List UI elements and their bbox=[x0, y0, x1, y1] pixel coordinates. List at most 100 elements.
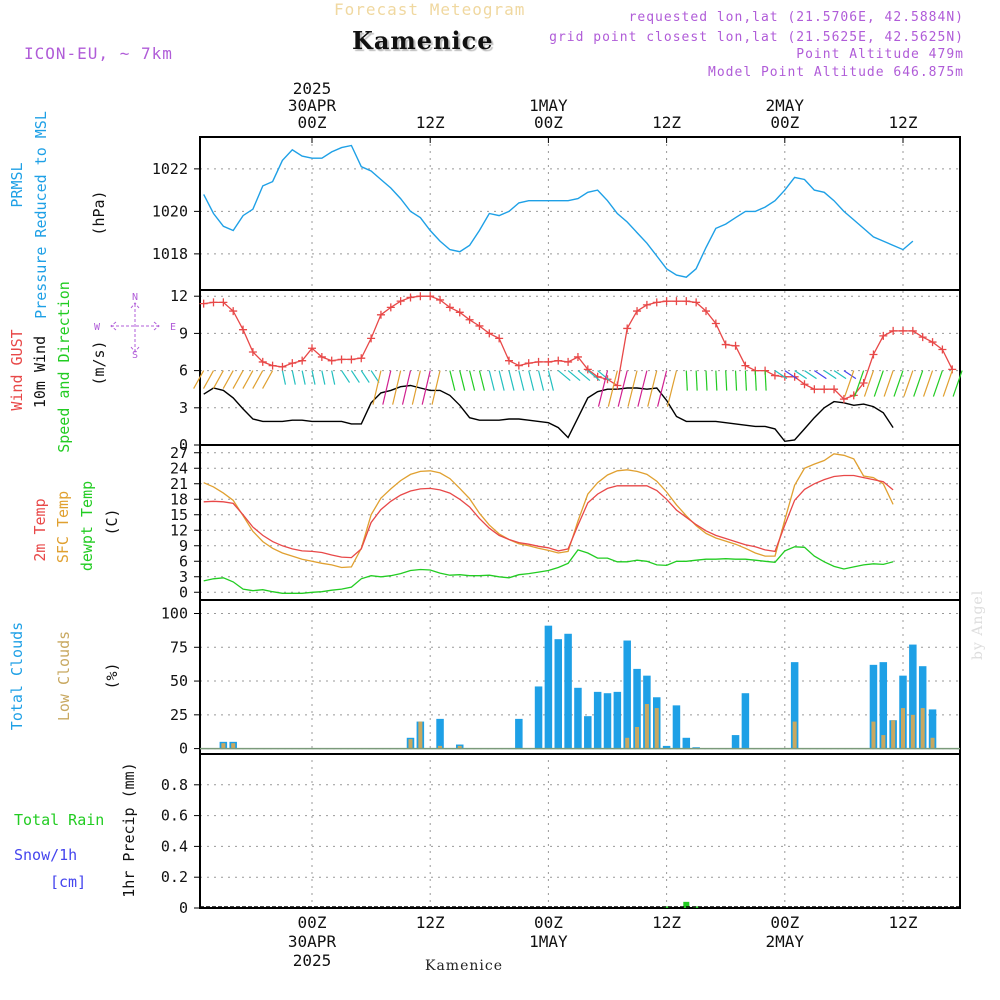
wind-gust-marker bbox=[268, 361, 277, 370]
total-cloud-bar bbox=[593, 691, 602, 749]
footer-location: Kamenice bbox=[425, 958, 503, 974]
wind-direction-arrow bbox=[350, 370, 360, 383]
wind-gust-marker bbox=[544, 357, 553, 366]
wind-direction-arrow bbox=[311, 370, 316, 385]
wind-gust-marker bbox=[308, 344, 316, 353]
rain-bar bbox=[693, 906, 700, 908]
precip-series bbox=[200, 901, 960, 908]
label-total-clouds: Total Clouds bbox=[8, 622, 26, 730]
pressure-series bbox=[203, 144, 914, 278]
wind-gust-marker bbox=[810, 385, 819, 394]
wind-direction-arrow bbox=[449, 370, 456, 391]
total-cloud-bar bbox=[436, 718, 444, 749]
total-cloud-bar bbox=[564, 633, 572, 749]
wind-direction-arrow bbox=[232, 370, 244, 389]
wind-direction-arrow bbox=[321, 370, 326, 385]
wind-direction-arrow bbox=[607, 370, 618, 407]
wind-gust-marker bbox=[879, 331, 888, 340]
wind-direction-arrow bbox=[469, 370, 476, 391]
y-tick-label: 0 bbox=[179, 899, 188, 917]
y-tick-label: 24 bbox=[170, 459, 188, 477]
wind-gust-marker bbox=[396, 297, 405, 306]
label-snow: Snow/1h bbox=[14, 846, 77, 864]
rain-bar bbox=[663, 906, 670, 908]
total-cloud-bar bbox=[918, 666, 927, 749]
wind-gust-marker bbox=[357, 354, 366, 363]
wind-direction-arrow bbox=[597, 370, 611, 382]
wind-gust-marker bbox=[899, 326, 907, 335]
y-tick-label: 0.6 bbox=[161, 807, 188, 825]
y-tick-label: 1018 bbox=[152, 245, 188, 263]
time-label-top: 12Z bbox=[889, 113, 918, 132]
wind-gust-marker bbox=[731, 341, 740, 350]
wind-gust-marker bbox=[347, 355, 356, 364]
panel-precip: 0 0.2 0.4 0.6 0.8 bbox=[161, 753, 961, 917]
time-gridlines bbox=[311, 137, 904, 908]
y-tick-label: 21 bbox=[170, 475, 188, 493]
wind-direction-arrow bbox=[922, 370, 934, 397]
wind-gust-marker bbox=[219, 298, 228, 307]
wind-direction-arrow bbox=[537, 370, 545, 391]
total-cloud-bar bbox=[731, 735, 740, 749]
wind-gust-marker bbox=[278, 362, 287, 371]
y-tick-label: 3 bbox=[179, 399, 188, 417]
label-celsius: (C) bbox=[103, 508, 121, 535]
total-cloud-bar bbox=[633, 668, 641, 749]
wind-gust-marker bbox=[406, 293, 415, 302]
wind-direction-arrow bbox=[804, 370, 817, 380]
wind-series bbox=[194, 292, 963, 443]
label-sfc-temp: SFC Temp bbox=[54, 491, 72, 563]
compass-arrows bbox=[110, 302, 160, 353]
panel-frame bbox=[199, 753, 961, 909]
low-cloud-bar bbox=[792, 721, 797, 749]
point-altitude: Point Altitude 479m bbox=[796, 47, 964, 62]
wind-gust-marker bbox=[633, 307, 642, 316]
wind-direction-arrow bbox=[764, 370, 767, 391]
gridpoint-coords: grid point closest lon,lat (21.5625E, 42… bbox=[549, 30, 964, 45]
time-label-bottom: 12Z bbox=[416, 913, 445, 932]
wind-gust-marker bbox=[524, 359, 533, 368]
time-label-bottom: 1MAY bbox=[529, 932, 568, 951]
wind-direction-arrow bbox=[657, 370, 668, 407]
cloud-series bbox=[200, 625, 960, 750]
wind-gust-marker bbox=[800, 380, 809, 389]
time-label-top: 30APR bbox=[288, 96, 337, 115]
time-label-top: 12Z bbox=[416, 113, 445, 132]
wind-gust-marker bbox=[514, 361, 523, 370]
time-label-bottom: 2025 bbox=[293, 951, 332, 970]
header-title: Forecast Meteogram bbox=[334, 0, 526, 19]
compass-n: N bbox=[132, 292, 138, 303]
wind-direction-arrow bbox=[932, 370, 943, 397]
low-cloud-bar bbox=[654, 708, 659, 749]
wind-gust-marker bbox=[820, 385, 829, 394]
wind-speed-line bbox=[203, 384, 894, 443]
time-label-top: 2025 bbox=[293, 79, 332, 98]
low-cloud-bar bbox=[644, 704, 649, 749]
low-cloud-bar bbox=[635, 726, 640, 749]
wind-gust-marker bbox=[455, 308, 464, 317]
wind-direction-arrow bbox=[252, 370, 264, 389]
label-ms: (m/s) bbox=[90, 340, 108, 385]
label-low-clouds: Low Clouds bbox=[55, 631, 73, 721]
wind-gust-marker bbox=[367, 334, 376, 343]
wind-gust-marker bbox=[564, 357, 573, 366]
y-tick-label: 27 bbox=[170, 444, 188, 462]
low-cloud-bar bbox=[408, 739, 413, 749]
wind-direction-arrow bbox=[488, 370, 495, 391]
wind-gust-marker bbox=[337, 355, 346, 364]
wind-direction-arrow bbox=[715, 370, 718, 391]
temperature-series bbox=[203, 453, 894, 594]
wind-gust-marker bbox=[908, 326, 917, 335]
y-tick-label: 3 bbox=[179, 568, 188, 586]
wind-gust-marker bbox=[662, 297, 671, 306]
label-2m-temp: 2m Temp bbox=[31, 498, 49, 561]
time-label-bottom: 00Z bbox=[534, 913, 563, 932]
wind-direction-arrow bbox=[952, 370, 963, 397]
compass-rose: N S W E bbox=[94, 292, 176, 361]
total-cloud-bar bbox=[584, 716, 592, 749]
location-title: Kamenice bbox=[352, 26, 494, 55]
y-tick-label: 6 bbox=[179, 552, 188, 570]
label-speed-direction: Speed and Direction bbox=[55, 281, 73, 453]
total-cloud-bar bbox=[534, 686, 543, 749]
